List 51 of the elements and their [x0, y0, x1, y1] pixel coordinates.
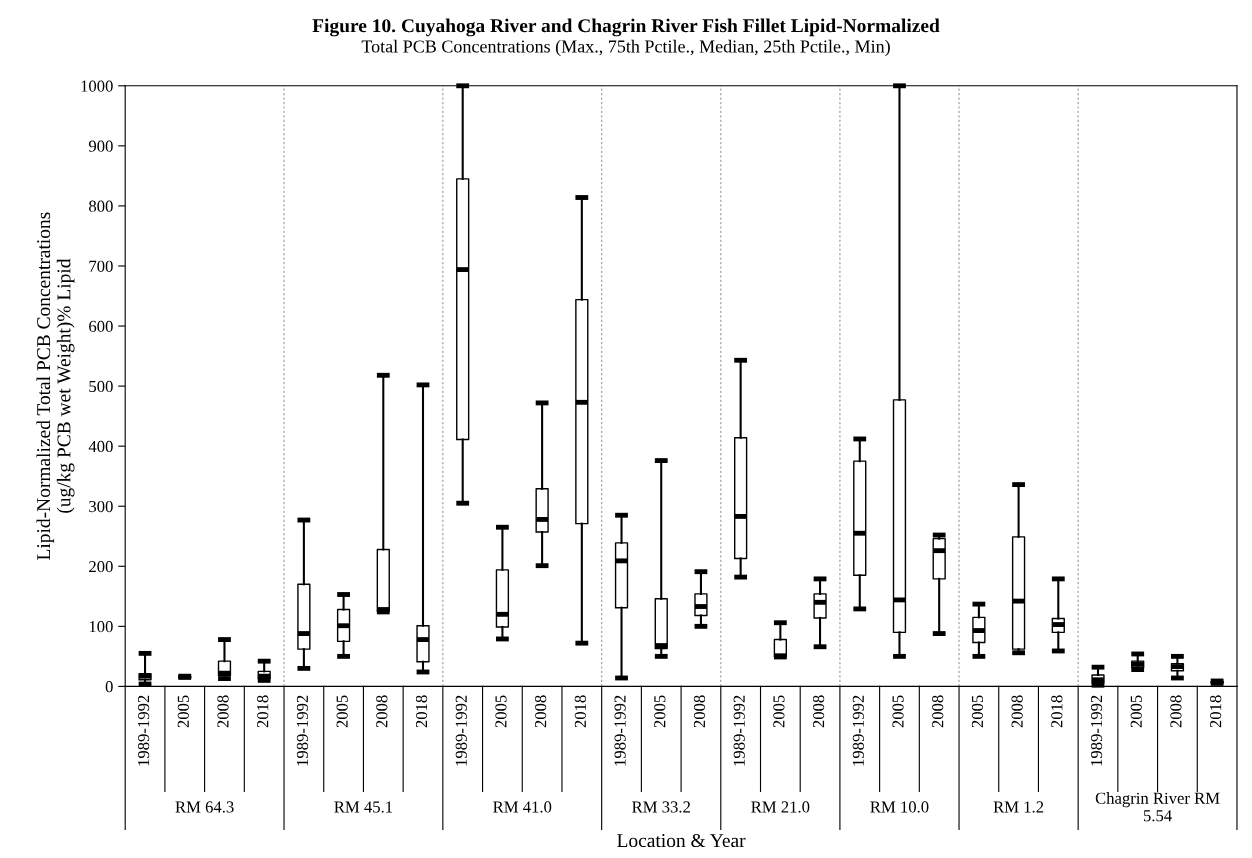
x-tick-label: 2005	[971, 695, 984, 728]
text: RM 45.1	[334, 801, 393, 813]
y-tick-label: 600	[89, 320, 113, 332]
y-axis-title: Lipid-Normalized Total PCB Concentrations (ug/kg PCB wet Weight)% Lipid	[36, 212, 75, 560]
x-tick-label: 2005	[654, 695, 666, 728]
x-tick-label: 2008	[693, 695, 706, 728]
y-tick-label: 700	[89, 260, 113, 272]
y-tick-label: 1000	[81, 80, 113, 92]
x-tick-label: 2018	[415, 695, 428, 728]
x-tick-label: 2005	[1130, 695, 1142, 728]
y-tick-label: 800	[89, 200, 113, 212]
text: RM 64.3	[175, 801, 234, 813]
x-tick-label: 1989-1992	[137, 695, 150, 766]
x-tick-label: 2008	[812, 695, 825, 728]
x-tick-label: 2018	[1210, 695, 1222, 728]
x-tick-label: 2018	[257, 695, 269, 728]
text: RM 21.0	[751, 801, 810, 813]
y-tick-label: 500	[89, 380, 113, 393]
text: RM 1.2	[993, 801, 1044, 813]
x-tick-label: 2008	[535, 695, 547, 728]
x-tick-label: 1989-1992	[852, 695, 864, 766]
x-tick-label: 1989-1992	[455, 695, 467, 766]
x-tick-label: 2005	[495, 695, 507, 728]
y-tick-label: 0	[105, 681, 113, 693]
x-tick-label: 2005	[336, 695, 348, 728]
x-tick-label: 2008	[1170, 695, 1182, 728]
text: RM 10.0	[870, 801, 929, 813]
x-tick-label: 2005	[773, 695, 785, 728]
x-tick-label: 2008	[1011, 695, 1023, 728]
x-tick-label: 2008	[376, 695, 388, 728]
x-tick-label: 2008	[217, 695, 229, 728]
x-tick-label: 2005	[177, 695, 189, 728]
x-axis-title: Location & Year	[617, 833, 746, 848]
text: RM 33.2	[632, 801, 690, 813]
x-tick-label: 1989-1992	[733, 695, 745, 766]
text: RM 41.0	[493, 801, 552, 813]
chart-title: Figure 10. Cuyahoga River and Chagrin River Fish Fillet Lipid-Normalized	[312, 18, 940, 37]
x-tick-label: 2005	[892, 695, 904, 728]
y-tick-label: 100	[89, 621, 113, 633]
x-tick-label: 2008	[932, 695, 944, 728]
x-tick-label: 1989-1992	[1090, 695, 1103, 766]
text: Chagrin River RM 5.54	[1095, 792, 1220, 822]
x-tick-label: 1989-1992	[614, 695, 626, 766]
y-tick-label: 900	[88, 140, 113, 152]
x-tick-label: 2018	[1051, 695, 1063, 728]
y-tick-label: 200	[89, 560, 113, 573]
x-tick-label: 2018	[574, 695, 586, 728]
x-tick-label: 1989-1992	[296, 695, 309, 766]
y-tick-label: 300	[89, 500, 113, 513]
chart-subtitle: Total PCB Concentrations (Max., 75th Pctile., Median, 25th Pctile., Min)	[361, 39, 890, 57]
y-tick-label: 400	[88, 440, 113, 453]
